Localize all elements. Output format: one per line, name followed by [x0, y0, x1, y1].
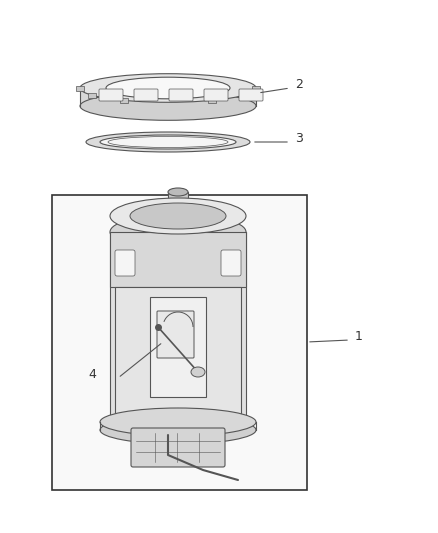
- Ellipse shape: [100, 135, 236, 149]
- Bar: [150, 297, 206, 397]
- Bar: [88, 93, 96, 98]
- FancyBboxPatch shape: [115, 250, 135, 276]
- Ellipse shape: [106, 77, 230, 99]
- Bar: [76, 85, 84, 91]
- FancyBboxPatch shape: [157, 311, 194, 358]
- Bar: [120, 98, 128, 103]
- Text: 1: 1: [355, 330, 363, 343]
- FancyBboxPatch shape: [134, 89, 158, 101]
- Ellipse shape: [100, 416, 256, 444]
- Bar: [110, 232, 246, 287]
- Ellipse shape: [110, 214, 246, 250]
- FancyBboxPatch shape: [131, 428, 225, 467]
- Ellipse shape: [110, 198, 246, 234]
- Text: 3: 3: [295, 132, 303, 145]
- Bar: [52, 195, 307, 490]
- FancyBboxPatch shape: [99, 89, 123, 101]
- Bar: [168, 192, 188, 214]
- Polygon shape: [80, 88, 256, 106]
- Bar: [208, 98, 216, 103]
- FancyBboxPatch shape: [204, 89, 228, 101]
- Ellipse shape: [191, 367, 205, 377]
- FancyBboxPatch shape: [169, 89, 193, 101]
- Bar: [115, 287, 241, 422]
- FancyBboxPatch shape: [239, 89, 263, 101]
- Ellipse shape: [100, 408, 256, 436]
- Ellipse shape: [80, 74, 256, 102]
- FancyBboxPatch shape: [221, 250, 241, 276]
- Text: 4: 4: [88, 368, 96, 381]
- Ellipse shape: [168, 188, 188, 196]
- Text: 2: 2: [295, 78, 303, 91]
- Ellipse shape: [86, 132, 250, 152]
- Ellipse shape: [80, 92, 256, 120]
- Ellipse shape: [130, 203, 226, 229]
- Bar: [240, 93, 248, 98]
- Polygon shape: [110, 232, 246, 430]
- Bar: [252, 85, 260, 91]
